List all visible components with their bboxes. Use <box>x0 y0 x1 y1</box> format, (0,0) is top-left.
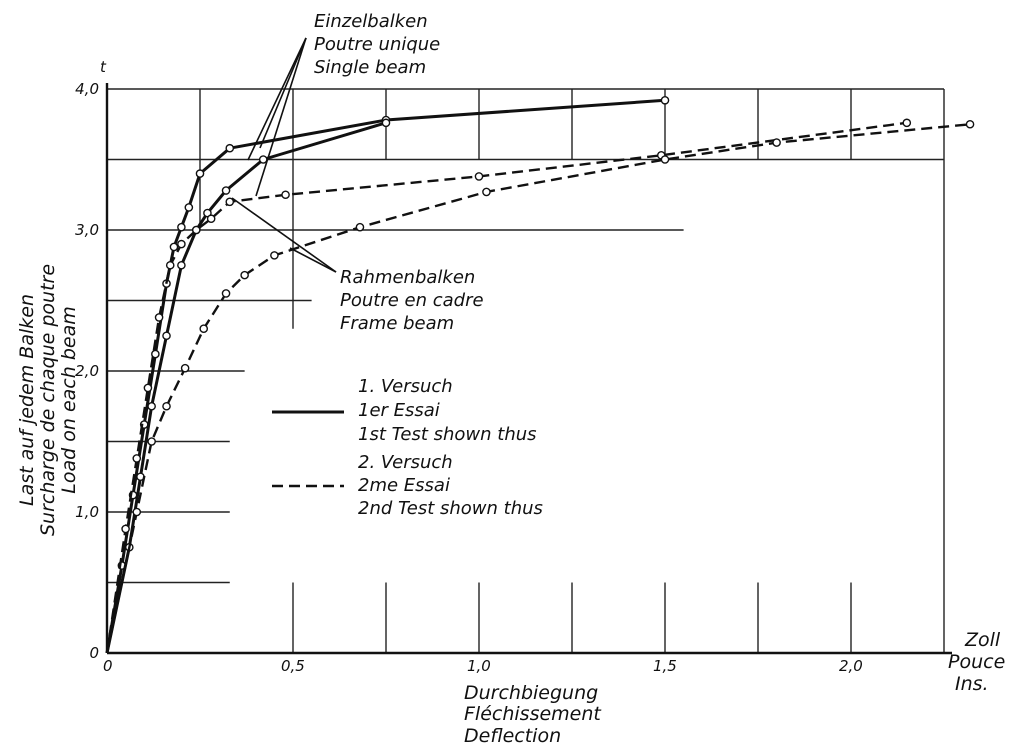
series-3-point <box>355 222 365 232</box>
y-axis-title-3: Load on each beam <box>58 306 80 493</box>
x-unit-label-2: Pouce <box>948 651 1005 673</box>
series-1-point <box>177 260 186 270</box>
series-2-point <box>281 190 290 200</box>
y-tick-label-0: 0 <box>89 644 99 662</box>
series-0-point <box>225 143 235 153</box>
series-1-point <box>258 155 268 164</box>
series-3-point <box>162 401 171 411</box>
x-tick-label-1: 0,5 <box>281 657 305 675</box>
series-2-line <box>105 121 907 654</box>
frame-beam-leader-1 <box>231 197 337 273</box>
series-0-point <box>151 349 160 359</box>
annotation-single-beam-1: Einzelbalken <box>314 11 428 32</box>
series-1-point <box>221 186 231 195</box>
series-1-point <box>381 118 391 128</box>
x-tick-label-0: 0 <box>103 657 113 675</box>
y-axis-title-2: Surcharge de chaque poutre <box>37 264 59 536</box>
series-3-point <box>660 155 670 164</box>
grid <box>107 88 945 653</box>
series-0-point <box>177 222 186 232</box>
series-2-point <box>206 214 216 224</box>
x-axis-title-2: Fléchissement <box>464 703 602 725</box>
series-2-point <box>154 313 164 322</box>
series-0-point <box>184 203 194 212</box>
x-tick-label-3: 1,5 <box>653 657 677 675</box>
series-3-point <box>270 251 279 260</box>
annotation-frame-beam-1: Rahmenbalken <box>340 267 475 288</box>
series-2-point <box>132 454 142 463</box>
series-3-point <box>147 437 156 446</box>
series-3-point <box>180 363 190 373</box>
series-2-point <box>902 118 912 128</box>
series-2-point <box>225 197 235 207</box>
series-3-point <box>199 324 209 334</box>
series-2-point <box>474 172 484 181</box>
y-tick-label-2: 2,0 <box>75 362 99 380</box>
y-axis-title: Last auf jedem Balken Surcharge de chaqu… <box>16 264 80 536</box>
axes <box>105 83 952 655</box>
frame-beam-leader-2 <box>289 247 337 273</box>
series-2-point <box>177 239 186 249</box>
y-tick-label-1: 1,0 <box>75 503 99 521</box>
series-3-point <box>132 507 142 517</box>
series-1-point <box>147 401 156 411</box>
series-0-point <box>195 169 205 178</box>
annotation-frame-beam-2: Poutre en cadre <box>340 290 484 311</box>
annotation-single-beam-2: Poutre unique <box>314 34 440 55</box>
x-tick-label-2: 1,0 <box>467 657 491 675</box>
series-0-point <box>169 242 179 252</box>
legend-test1-3: 1st Test shown thus <box>358 424 537 445</box>
legend-test1-1: 1. Versuch <box>358 376 453 397</box>
legend-test2-2: 2me Essai <box>358 475 450 496</box>
single-beam-leader-2 <box>247 37 307 161</box>
series-layer <box>105 95 975 654</box>
series-3-point <box>240 270 249 280</box>
x-unit-label-3: Ins. <box>955 673 989 695</box>
y-axis-title-1: Last auf jedem Balken <box>16 294 38 506</box>
series-3-line <box>105 123 971 654</box>
y-unit-label: t <box>100 58 107 76</box>
series-2-point <box>143 383 153 393</box>
single-beam-leader-3 <box>255 37 307 197</box>
series-3-point <box>221 289 231 298</box>
x-axis-title-3: Deflection <box>464 725 561 747</box>
annotation-single-beam-3: Single beam <box>314 57 426 78</box>
series-2-point <box>191 225 201 235</box>
series-3-point <box>772 138 781 147</box>
tick-labels: 0 0,5 1,0 1,5 2,0 0 1,0 2,0 3,0 4,0 <box>75 80 863 675</box>
single-beam-leader-1 <box>259 37 307 149</box>
legend-test2-3: 2nd Test shown thus <box>358 498 543 519</box>
annotation-frame-beam-3: Frame beam <box>340 313 454 334</box>
series-1-point <box>162 331 171 341</box>
series-3-point <box>482 187 491 197</box>
x-tick-label-4: 2,0 <box>839 657 863 675</box>
y-tick-label-4: 4,0 <box>75 80 99 98</box>
y-tick-label-3: 3,0 <box>75 221 99 239</box>
x-unit-label-1: Zoll <box>964 629 1001 651</box>
x-axis-title-1: Durchbiegung <box>464 682 598 704</box>
series-2-point <box>121 524 130 534</box>
series-3-point <box>965 119 975 129</box>
series-0-point <box>660 95 670 105</box>
series-2-point <box>165 260 175 270</box>
legend-test2-1: 2. Versuch <box>358 452 453 473</box>
legend-test1-2: 1er Essai <box>358 400 440 421</box>
